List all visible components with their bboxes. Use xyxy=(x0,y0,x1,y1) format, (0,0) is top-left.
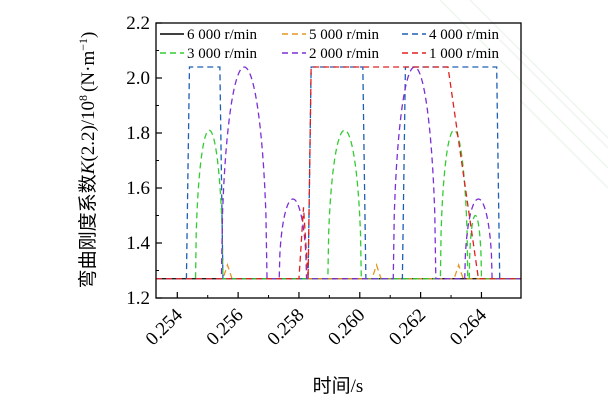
y-tick-label-5: 2.2 xyxy=(126,13,150,34)
y-axis-title-prefix: 弯曲刚度系数 xyxy=(77,174,99,288)
y-axis-title: 弯曲刚度系数K(2.2)/108 (N·m−1) xyxy=(76,32,99,289)
y-tick-label-3: 1.8 xyxy=(126,123,150,144)
y-axis-title-var: K xyxy=(78,160,99,175)
y-axis: 1.2 1.4 1.6 1.8 2.0 2.2 xyxy=(126,13,162,309)
x-tick-label-3: 0.260 xyxy=(324,305,369,350)
y-axis-title-unit: (N·m xyxy=(78,51,99,92)
y-axis-title-suffix: (2.2)/10 xyxy=(78,101,99,162)
series-layer xyxy=(156,66,521,280)
y-tick-label-0: 1.2 xyxy=(126,288,150,309)
y-tick-label-2: 1.6 xyxy=(126,178,150,199)
x-tick-label-2: 0.258 xyxy=(263,305,308,350)
x-tick-label-1: 0.256 xyxy=(203,305,248,350)
plot-frame xyxy=(155,22,522,299)
y-axis-title-exp: 8 xyxy=(76,95,90,101)
legend-label-0: 6 000 r/min xyxy=(187,27,257,43)
x-tick-label-5: 0.264 xyxy=(446,304,491,349)
y-axis-title-unit-exp: −1 xyxy=(76,38,90,51)
x-axis-title: 时间/s xyxy=(313,375,364,397)
x-axis: 0.254 0.256 0.258 0.260 0.262 0.264 xyxy=(142,292,491,350)
y-tick-label-4: 2.0 xyxy=(126,68,150,89)
legend-label-3: 3 000 r/min xyxy=(187,46,257,62)
x-tick-label-0: 0.254 xyxy=(142,304,187,349)
y-axis-title-unit-close: ) xyxy=(78,32,99,38)
y-tick-label-1: 1.4 xyxy=(126,233,150,254)
series-line-4 xyxy=(156,66,521,280)
series-line-5 xyxy=(156,66,521,280)
legend-label-1: 5 000 r/min xyxy=(309,27,379,43)
x-tick-label-4: 0.262 xyxy=(385,305,430,350)
legend-label-4: 2 000 r/min xyxy=(309,46,379,62)
legend-label-5: 1 000 r/min xyxy=(429,46,499,62)
plot-area xyxy=(155,22,522,299)
series-line-1 xyxy=(156,262,521,280)
legend-label-2: 4 000 r/min xyxy=(429,27,499,43)
legend: 6 000 r/min 5 000 r/min 4 000 r/min 3 000 r… xyxy=(160,27,499,62)
series-line-3 xyxy=(156,129,521,280)
